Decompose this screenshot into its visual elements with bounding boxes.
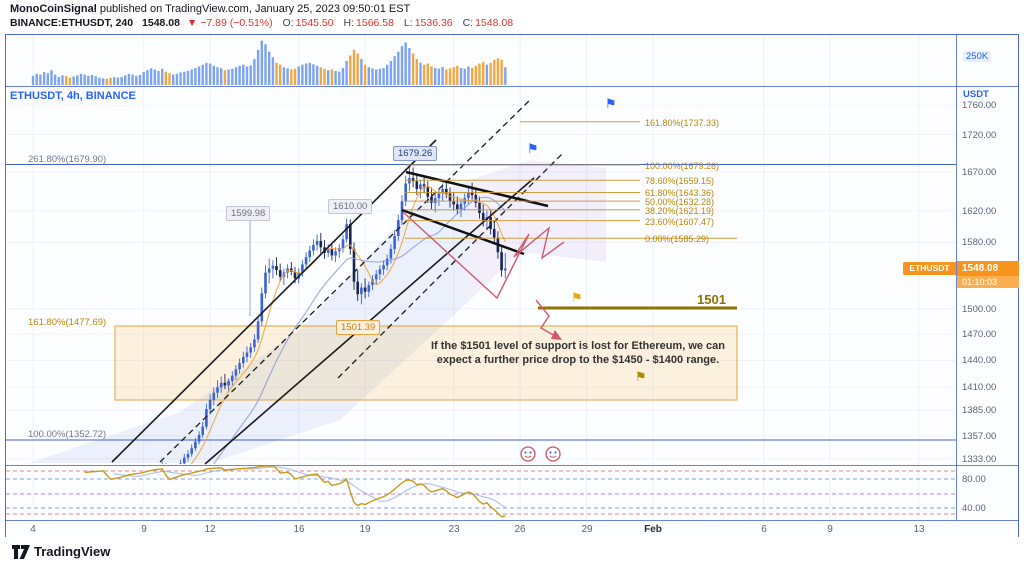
time-axis[interactable] xyxy=(5,521,1019,536)
open-value: 1545.50 xyxy=(295,17,334,29)
price-scale-currency: USDT xyxy=(963,89,989,100)
low-value: 1536.36 xyxy=(414,17,453,29)
annotation-line-2: expect a further price drop to the $1450… xyxy=(436,353,720,366)
open-label: O: xyxy=(282,17,294,29)
close-value: 1548.08 xyxy=(475,17,514,29)
publish-line: MonoCoinSignal published on TradingView.… xyxy=(10,3,410,15)
symbol-text: BINANCE:ETHUSDT, 240 xyxy=(10,17,134,29)
annotation-text: If the $1501 level of support is lost fo… xyxy=(408,340,748,368)
high-label: H: xyxy=(343,17,355,29)
footer xyxy=(0,537,1024,568)
flag-marker-icon[interactable]: ⚑ xyxy=(571,290,583,305)
support-level-label: 1501 xyxy=(697,292,726,307)
last-price: 1548.08 xyxy=(142,17,180,29)
symbol-price-tag: ETHUSDT xyxy=(903,262,956,275)
annotation-line-1: If the $1501 level of support is lost fo… xyxy=(430,340,726,352)
tradingview-brand[interactable]: TradingView xyxy=(34,544,111,559)
tradingview-logo[interactable] xyxy=(12,545,30,559)
flag-marker-icon[interactable]: ⚑ xyxy=(605,96,617,111)
sticker-emoji-icon[interactable] xyxy=(545,446,561,462)
close-label: C: xyxy=(462,17,474,29)
low-label: L: xyxy=(403,17,413,29)
header: MonoCoinSignal published on TradingView.… xyxy=(0,0,1024,33)
high-value: 1566.58 xyxy=(356,17,394,29)
chart-legend: ETHUSDT, 4h, BINANCE xyxy=(10,90,136,102)
volume-scale-label: 250K xyxy=(963,51,992,62)
flag-marker-icon[interactable]: ⚑ xyxy=(527,141,539,156)
flag-marker-icon[interactable]: ⚑ xyxy=(635,369,647,384)
price-change: ▼ −7.89 (−0.51%) xyxy=(186,17,273,29)
author-link[interactable]: MonoCoinSignal xyxy=(10,3,97,15)
current-price-badge: 1548.08 xyxy=(957,261,1019,276)
quote-line: BINANCE:ETHUSDT, 240 1548.08 ▼ −7.89 (−0… xyxy=(10,17,513,29)
candle-countdown: 01:10:03 xyxy=(957,276,1019,288)
published-text: published on TradingView.com, January 25… xyxy=(96,3,411,15)
sticker-emoji-icon[interactable] xyxy=(520,446,536,462)
